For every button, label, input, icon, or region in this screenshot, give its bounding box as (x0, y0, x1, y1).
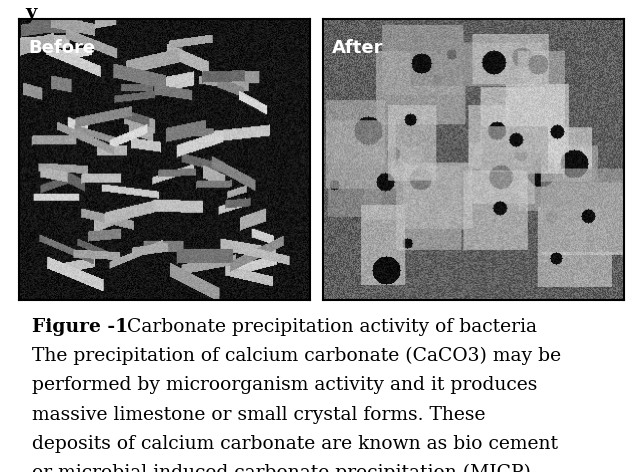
Text: performed by microorganism activity and it produces: performed by microorganism activity and … (32, 376, 538, 394)
Text: deposits of calcium carbonate are known as bio cement: deposits of calcium carbonate are known … (32, 435, 558, 453)
Text: Before: Before (28, 39, 95, 57)
Text: After: After (332, 39, 384, 57)
Text: Carbonate precipitation activity of bacteria: Carbonate precipitation activity of bact… (122, 318, 538, 336)
Text: Figure -1: Figure -1 (32, 318, 128, 336)
Text: The precipitation of calcium carbonate (CaCO3) may be: The precipitation of calcium carbonate (… (32, 347, 561, 365)
Text: massive limestone or small crystal forms. These: massive limestone or small crystal forms… (32, 405, 486, 423)
Text: y: y (26, 4, 37, 22)
Text: or microbial induced carbonate precipitation (MICP): or microbial induced carbonate precipita… (32, 464, 531, 472)
